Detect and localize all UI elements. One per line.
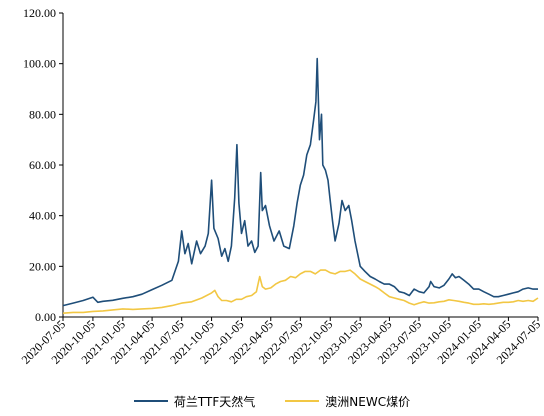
series-lines [62, 57, 539, 314]
legend-item-newc: 澳洲NEWC煤价 [285, 393, 410, 410]
legend-swatch-newc [285, 400, 320, 402]
y-tick-label: 80.00 [29, 107, 56, 121]
legend-item-ttf: 荷兰TTF天然气 [133, 393, 256, 410]
y-tick-label: 40.00 [29, 209, 56, 223]
y-tick-label: 0.00 [35, 310, 56, 324]
y-tick-label: 120.00 [23, 6, 56, 20]
y-tick-label: 20.00 [29, 259, 56, 273]
y-tick-label: 60.00 [29, 158, 56, 172]
series-line-newc [62, 269, 539, 314]
chart-legend: 荷兰TTF天然气 澳洲NEWC煤价 [0, 392, 544, 410]
x-axis-ticks: 2020-07-052020-10-052021-01-052021-04-05… [19, 317, 543, 367]
legend-label-newc: 澳洲NEWC煤价 [325, 394, 411, 409]
legend-label-ttf: 荷兰TTF天然气 [173, 394, 256, 409]
y-axis-ticks: 0.00 20.00 40.00 60.00 80.00 100.00 120.00 [23, 6, 63, 324]
series-line-ttf [62, 57, 538, 307]
y-tick-label: 100.00 [23, 57, 56, 71]
legend-swatch-ttf [133, 400, 168, 402]
chart-axes [62, 13, 538, 318]
